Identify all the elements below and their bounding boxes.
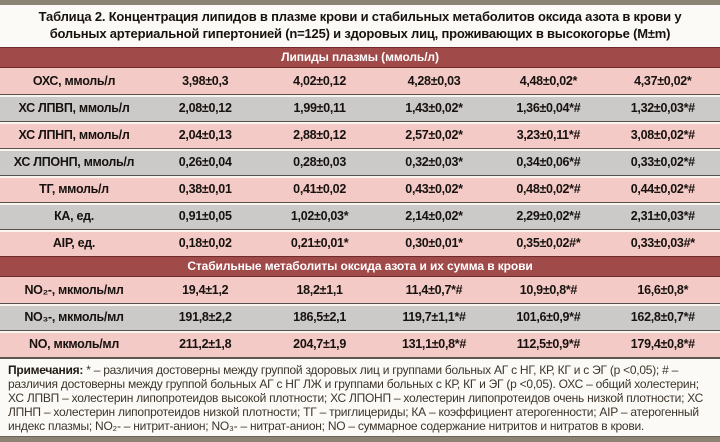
cell-value: 4,37±0,02* [634,73,692,88]
cell-value: 4,02±0,12 [293,73,346,88]
cell-value: 112,5±0,9*# [516,336,581,351]
table-row: ХС ЛПОНП, ммоль/л 0,26±0,04 0,28±0,03 0,32±… [0,147,720,175]
cell-value: 211,2±1,8 [179,336,232,351]
row-label: ОХС, ммоль/л [32,73,116,88]
section-header: Липиды плазмы (ммоль/л) [0,46,720,68]
cell-value: 162,8±0,7*# [630,309,695,324]
table-row: ХС ЛПНП, ммоль/л 2,04±0,13 2,88±0,12 2,57±0… [0,120,720,148]
cell-value: 0,44±0,02*# [630,181,695,196]
row-label: NO₃-, мкмоль/мл [24,309,124,324]
row-label: ХС ЛПВП, ммоль/л [18,100,130,115]
cell-value: 1,36±0,04*# [516,100,581,115]
cell-value: 1,99±0,11 [293,100,346,115]
cell-value: 4,48±0,02* [519,73,578,88]
footnotes-text: * – различия достоверны между группой зд… [8,362,704,434]
table-row: КА, ед. 0,91±0,05 1,02±0,03* 2,14±0,02* 2,29… [0,201,720,229]
cell-value: 0,30±0,01* [405,235,463,250]
table-row: AIP, ед. 0,18±0,02 0,21±0,01* 0,30±0,01* 0,3… [0,228,720,256]
cell-value: 131,1±0,8*# [401,336,467,351]
cell-value: 204,7±1,9 [293,336,346,351]
cell-value: 0,34±0,06*# [516,154,581,169]
cell-value: 18,2±1,1 [296,282,343,297]
cell-value: 101,6±0,9*# [516,309,581,324]
cell-value: 179,4±0,8*# [630,336,695,351]
footnotes: Примечания: * – различия достоверны межд… [0,356,720,436]
cell-value: 3,08±0,02*# [630,127,695,142]
bottom-edge-bar [0,436,720,442]
cell-value: 0,35±0,02#* [516,235,581,250]
table-row: NO, мкмоль/мл 211,2±1,8 204,7±1,9 131,1±0,8… [0,329,720,357]
cell-value: 19,4±1,2 [182,282,229,297]
cell-value: 16,6±0,8* [637,282,689,297]
cell-value: 2,29±0,02*# [516,208,581,223]
cell-value: 2,88±0,12 [293,127,346,142]
cell-value: 0,18±0,02 [178,235,232,250]
cell-value: 1,43±0,02* [405,100,463,115]
cell-value: 2,08±0,12 [178,100,232,115]
table-body: Липиды плазмы (ммоль/л) ОХС, ммоль/л 3,98±… [0,46,720,357]
table-row: NO₂-, мкмоль/мл 19,4±1,2 18,2±1,1 11,4±0,7*… [0,276,720,303]
cell-value: 0,41±0,02 [293,181,346,196]
cell-value: 1,02±0,03* [290,208,349,223]
cell-value: 0,48±0,02*# [516,181,581,196]
footnotes-label: Примечания: [8,362,84,377]
cell-value: 186,5±2,1 [293,309,346,324]
cell-value: 2,14±0,02* [405,208,463,223]
row-label: ТГ, ммоль/л [39,181,109,196]
cell-value: 2,31±0,03*# [630,208,695,223]
cell-value: 191,8±2,2 [178,309,232,324]
table-row: ХС ЛПВП, ммоль/л 2,08±0,12 1,99±0,11 1,43±0… [0,93,720,121]
cell-value: 0,26±0,04 [178,154,232,169]
table-row: ТГ, ммоль/л 0,38±0,01 0,41±0,02 0,43±0,02* 0… [0,174,720,202]
cell-value: 0,38±0,01 [178,181,232,196]
cell-value: 11,4±0,7*# [405,282,463,297]
cell-value: 1,32±0,03*# [630,100,695,115]
row-label: ХС ЛПНП, ммоль/л [18,127,130,142]
top-edge-bar [0,0,720,5]
cell-value: 10,9±0,8*# [519,282,578,297]
row-label: NO, мкмоль/мл [29,336,119,351]
cell-value: 0,91±0,05 [178,208,232,223]
cell-value: 0,43±0,02* [405,181,463,196]
cell-value: 3,23±0,11*# [516,127,581,142]
row-label: ХС ЛПОНП, ммоль/л [13,154,135,169]
cell-value: 2,04±0,13 [178,127,232,142]
cell-value: 0,32±0,03* [405,154,463,169]
cell-value: 4,28±0,03 [407,73,461,88]
cell-value: 119,7±1,1*# [402,309,466,324]
cell-value: 0,33±0,02*# [630,154,695,169]
table-title: Таблица 2. Концентрация липидов в плазме… [38,9,682,41]
row-label: AIP, ед. [52,235,96,250]
cell-value: 0,33±0,03#* [630,235,695,250]
row-label: NO₂-, мкмоль/мл [24,282,124,297]
table-row: NO₃-, мкмоль/мл 191,8±2,2 186,5±2,1 119,7±1… [0,302,720,330]
cell-value: 0,21±0,01* [290,235,349,250]
cell-value: 2,57±0,02* [405,127,463,142]
table-row: ОХС, ммоль/л 3,98±0,3 4,02±0,12 4,28±0,03 4,… [0,67,720,94]
section-header: Стабильные метаболиты оксида азота и их … [0,255,720,277]
row-label: КА, ед. [54,208,94,223]
cell-value: 3,98±0,3 [182,73,229,88]
cell-value: 0,28±0,03 [293,154,346,169]
